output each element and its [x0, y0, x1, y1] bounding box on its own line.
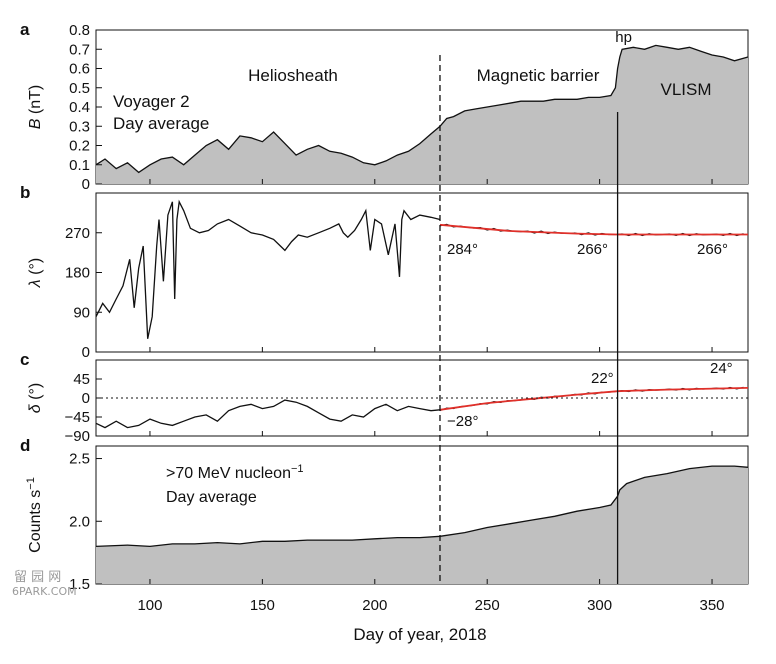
- y-tick-label: −45: [65, 409, 90, 426]
- series-line-late: [439, 386, 744, 412]
- series-area-fill: [96, 466, 748, 584]
- annotation-line-1: Voyager 2: [113, 92, 190, 111]
- y-axis-variable: λ: [27, 279, 44, 288]
- annotation-line-1: >70 MeV nucleon−1: [166, 463, 304, 482]
- annotation-266-end: 266°: [697, 241, 728, 258]
- series-line: [95, 199, 441, 339]
- y-tick-label: 180: [65, 265, 90, 282]
- x-tick-label: 250: [475, 597, 500, 614]
- y-axis-variable: δ: [27, 403, 44, 413]
- y-axis-label: B (nT): [27, 85, 44, 129]
- y-tick-label: 270: [65, 225, 90, 242]
- panel-a: 0 0.1 0.2 0.3 0.4 0.5 0.6 0.7 0.8 a B (nT) Voyager …: [20, 20, 749, 193]
- series-line: [95, 465, 749, 548]
- y-tick-label: 0.2: [69, 138, 90, 155]
- annotation-266-mid: 266°: [577, 241, 608, 258]
- region-label-heliosheath: Heliosheath: [248, 66, 338, 85]
- watermark-site-text: 6PARK.COM: [12, 585, 77, 598]
- fit-line: [439, 387, 749, 411]
- x-tick-label: 200: [362, 597, 387, 614]
- x-axis-label: Day of year, 2018: [353, 625, 486, 644]
- annotation-24: 24°: [710, 360, 733, 377]
- region-label-vlism: VLISM: [660, 80, 711, 99]
- y-tick-label: 1.5: [69, 576, 90, 593]
- annotation-22: 22°: [591, 370, 614, 387]
- y-axis-unit: (nT): [27, 85, 44, 119]
- y-tick-label: 2.5: [69, 451, 90, 468]
- x-tick-label: 100: [137, 597, 162, 614]
- overlay: 100 150 200 250 300 350 hp: [137, 29, 724, 614]
- y-tick-label: 0.3: [69, 118, 90, 135]
- panel-b: 0 90 180 270 b λ (°) 284° 266° 266°: [20, 183, 749, 361]
- annotation-superscript: −1: [291, 463, 304, 475]
- panel-letter: d: [20, 436, 30, 455]
- y-tick-label: 0.4: [69, 99, 90, 116]
- y-axis-label: Counts s−1: [25, 477, 44, 553]
- y-tick-label: 0.7: [69, 41, 90, 58]
- y-axis-superscript: −1: [25, 477, 37, 490]
- x-tick-label: 150: [250, 597, 275, 614]
- y-tick-label: 0: [82, 176, 90, 193]
- fit-line: [439, 223, 748, 236]
- annotation-284: 284°: [447, 241, 478, 258]
- y-tick-label: 0: [82, 344, 90, 361]
- y-axis-unit: (°): [27, 258, 44, 280]
- y-axis-text: Counts s: [27, 490, 44, 553]
- panel-letter: c: [20, 350, 29, 369]
- series-line: [95, 399, 441, 429]
- y-axis-unit: (°): [27, 383, 44, 405]
- y-tick-label: 0.6: [69, 61, 90, 78]
- annotation-line-2: Day average: [166, 489, 257, 506]
- y-tick-label: 45: [73, 371, 90, 388]
- panel-frame: [95, 192, 749, 353]
- region-label-barrier: Magnetic barrier: [477, 66, 600, 85]
- panel-letter: a: [20, 20, 30, 39]
- y-tick-label: −90: [65, 428, 90, 445]
- x-tick-label: 300: [587, 597, 612, 614]
- y-axis-label: δ (°): [27, 383, 44, 413]
- y-tick-label: 90: [73, 304, 90, 321]
- annotation-line-2: Day average: [113, 114, 209, 133]
- heliopause-label: hp: [615, 29, 632, 46]
- y-tick-label: 2.0: [69, 513, 90, 530]
- watermark-logo-text: 留 园 网: [14, 570, 61, 585]
- series-area-fill: [96, 45, 748, 185]
- y-tick-label: 0: [82, 390, 90, 407]
- panel-c: −90 −45 0 45 c δ (°) −28° 22° 24°: [20, 350, 749, 445]
- y-axis-label: λ (°): [27, 258, 44, 288]
- annotation-minus-28: −28°: [447, 413, 478, 430]
- y-tick-label: 0.1: [69, 157, 90, 174]
- y-axis-variable: B: [27, 118, 44, 129]
- panel-letter: b: [20, 183, 30, 202]
- y-tick-label: 0.8: [69, 22, 90, 39]
- y-tick-label: 0.5: [69, 80, 90, 97]
- x-tick-label: 350: [700, 597, 725, 614]
